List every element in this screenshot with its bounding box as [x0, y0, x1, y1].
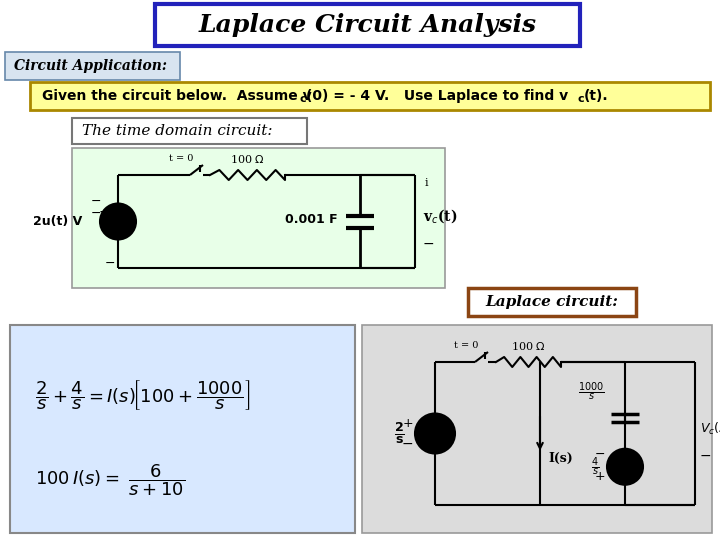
Bar: [155, 4, 580, 46]
Bar: [72, 118, 307, 144]
Text: 2u(t) V: 2u(t) V: [32, 215, 82, 228]
Text: The time domain circuit:: The time domain circuit:: [82, 124, 272, 138]
Bar: [362, 325, 712, 533]
Text: −: −: [700, 449, 711, 462]
Text: v$_c$(t): v$_c$(t): [423, 207, 457, 225]
Bar: [468, 288, 636, 316]
Bar: [5, 52, 180, 80]
Circle shape: [607, 449, 643, 485]
Text: $\frac{4}{s}$: $\frac{4}{s}$: [591, 455, 599, 478]
Text: 100 $\Omega$: 100 $\Omega$: [230, 153, 264, 165]
Text: I(s): I(s): [548, 452, 572, 465]
Bar: [10, 325, 355, 533]
Text: Laplace circuit:: Laplace circuit:: [485, 295, 618, 309]
Text: (t).: (t).: [584, 89, 608, 103]
Text: $V_c(s)$: $V_c(s)$: [700, 421, 720, 436]
Text: Laplace Circuit Analysis: Laplace Circuit Analysis: [199, 13, 536, 37]
Text: −: −: [91, 195, 102, 208]
Text: c: c: [578, 94, 585, 104]
Bar: [30, 82, 710, 110]
Circle shape: [100, 204, 136, 240]
Text: −: −: [91, 207, 102, 220]
Text: c: c: [300, 94, 307, 104]
Text: $\dfrac{2}{s}+\dfrac{4}{s} = I(s)\!\left[100+\dfrac{1000}{s}\right]$: $\dfrac{2}{s}+\dfrac{4}{s} = I(s)\!\left…: [35, 378, 251, 412]
Text: $\mathbf{\frac{2}{s}}$: $\mathbf{\frac{2}{s}}$: [395, 421, 405, 447]
Bar: [72, 148, 445, 288]
Text: −: −: [104, 205, 116, 219]
Text: Circuit Application:: Circuit Application:: [14, 59, 167, 73]
Text: $\frac{1000}{s}$: $\frac{1000}{s}$: [578, 380, 605, 403]
Text: 0.001 F: 0.001 F: [285, 213, 338, 226]
Text: Given the circuit below.  Assume v: Given the circuit below. Assume v: [42, 89, 312, 103]
Text: +: +: [595, 470, 605, 483]
Text: t = 0: t = 0: [454, 341, 478, 350]
Text: −: −: [98, 205, 110, 219]
Text: (0) = - 4 V.   Use Laplace to find v: (0) = - 4 V. Use Laplace to find v: [306, 89, 568, 103]
Text: −: −: [401, 436, 413, 450]
Text: −: −: [595, 448, 605, 461]
Text: −: −: [104, 256, 115, 269]
Text: $100\,I(s)=\ \dfrac{6}{s+10}$: $100\,I(s)=\ \dfrac{6}{s+10}$: [35, 462, 185, 498]
Text: 100 $\Omega$: 100 $\Omega$: [510, 340, 545, 352]
Text: +: +: [402, 417, 413, 430]
Text: −: −: [423, 237, 435, 251]
Text: t = 0: t = 0: [168, 154, 193, 163]
Circle shape: [415, 414, 455, 454]
Text: i: i: [425, 178, 428, 188]
